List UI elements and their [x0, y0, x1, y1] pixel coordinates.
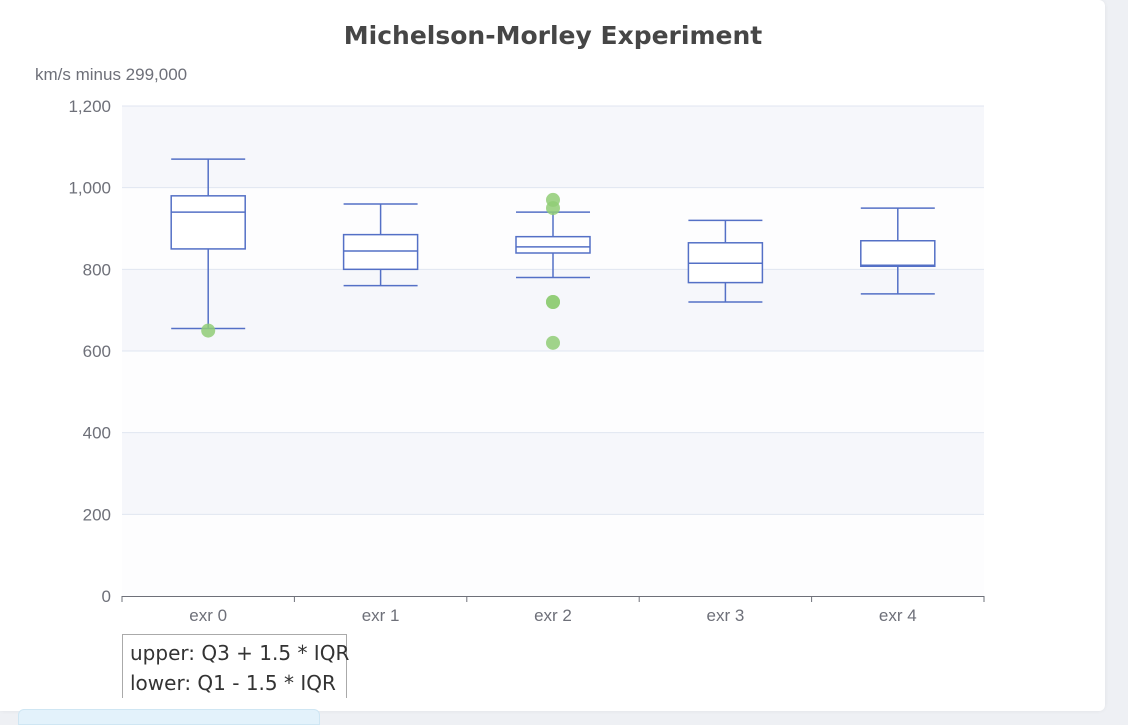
note-upper: upper: Q3 + 1.5 * IQR	[130, 641, 350, 665]
y-tick-label: 600	[83, 342, 111, 361]
y-tick-label: 800	[83, 260, 111, 279]
y-tick-label: 1,200	[68, 97, 111, 116]
outlier-point	[201, 323, 216, 338]
y-tick-label: 0	[102, 587, 111, 606]
chart-title: Michelson-Morley Experiment	[344, 21, 762, 50]
x-tick-label: exr 3	[707, 606, 745, 625]
box-exr-1	[342, 203, 419, 287]
boxplot-chart: Michelson-Morley Experiment km/s minus 2…	[35, 21, 985, 625]
note-lower: lower: Q1 - 1.5 * IQR	[130, 671, 336, 695]
iqr-box	[342, 233, 419, 271]
x-tick-label: exr 1	[362, 606, 400, 625]
box-exr-4	[860, 207, 936, 295]
y-tick-label: 400	[83, 424, 111, 443]
outlier-point	[546, 295, 560, 309]
x-tick-label: exr 0	[189, 606, 227, 625]
y-tick-label: 200	[83, 505, 111, 524]
outlier-point	[546, 192, 560, 207]
grid-band	[122, 432, 984, 515]
grid-band	[122, 351, 984, 433]
iqr-box	[170, 195, 246, 250]
y-tick-label: 1,000	[68, 179, 111, 198]
y-axis-ticks: 0 200 400 600 800 1,000 1,200	[68, 97, 111, 606]
box-series	[170, 158, 936, 330]
x-axis: exr 0 exr 1 exr 2 exr 3 exr 4	[121, 596, 985, 625]
chart-card: Michelson-Morley Experiment km/s minus 2…	[0, 0, 1105, 711]
box-exr-3	[687, 219, 764, 303]
box-exr-0	[170, 158, 246, 330]
iqr-note: upper: Q3 + 1.5 * IQR lower: Q1 - 1.5 * …	[122, 634, 350, 698]
iqr-box	[515, 235, 591, 254]
outlier-point	[546, 335, 560, 350]
grid-band	[122, 514, 984, 596]
iqr-box	[860, 240, 936, 268]
x-tick-label: exr 2	[534, 606, 572, 625]
outlier-series	[201, 192, 560, 350]
grid-band	[122, 106, 984, 188]
y-axis-name: km/s minus 299,000	[35, 65, 187, 84]
bottom-panel-tab[interactable]	[18, 709, 320, 725]
x-tick-label: exr 4	[879, 606, 917, 625]
